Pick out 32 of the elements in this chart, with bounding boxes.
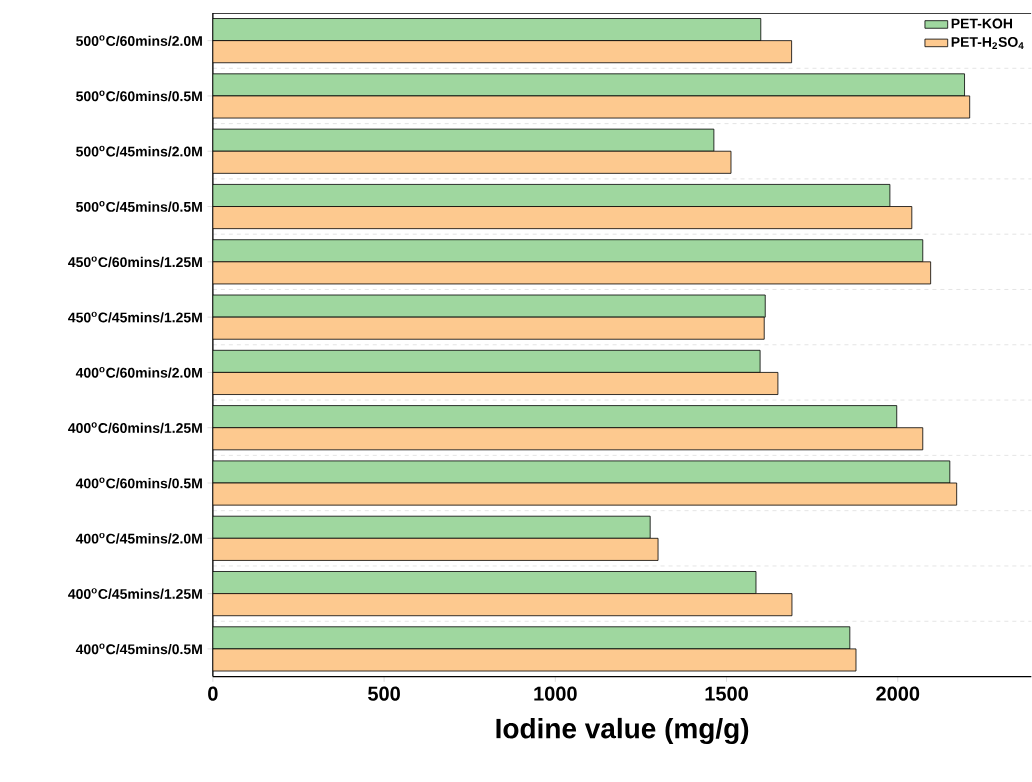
legend-label: PET-H$_{2}$SO$_{4}$	[951, 36, 1024, 49]
x-tick-label: 500	[368, 686, 400, 701]
bar	[212, 150, 732, 174]
bar	[212, 482, 958, 506]
x-tick-label: 1500	[705, 686, 748, 701]
y-tick-label: 400$^{o}$C/45mins/0.5M	[75, 643, 202, 655]
x-axis-title: Iodine value (mg/g)	[496, 717, 749, 744]
y-tick-label: 400$^{o}$C/60mins/1.25M	[68, 422, 202, 433]
bar	[212, 427, 924, 450]
y-tick-label: 400$^{o}$C/45mins/2.0M	[75, 532, 202, 544]
y-tick-label: 400$^{o}$C/60mins/0.5M	[75, 477, 202, 489]
x-tick-label: 1000	[534, 686, 577, 701]
y-tick-label: 500$^{o}$C/60mins/0.5M	[76, 90, 202, 102]
bar	[212, 537, 659, 561]
y-tick-label: 400$^{o}$C/60mins/2.0M	[75, 366, 202, 378]
y-tick-label: 400$^{o}$C/45mins/1.25M	[68, 587, 202, 599]
bar	[212, 205, 913, 229]
legend-label: PET-KOH	[951, 18, 1012, 29]
y-tick-label: 500$^{o}$C/45mins/0.5M	[76, 200, 202, 212]
y-tick-label: 500$^{o}$C/60mins/2.0M	[76, 34, 202, 46]
bar	[212, 95, 971, 119]
x-tick-label: 0	[208, 686, 218, 701]
bar	[212, 592, 793, 616]
y-tick-label: 500$^{o}$C/45mins/2.0M	[76, 145, 202, 157]
bar	[212, 261, 932, 285]
bar	[212, 371, 779, 395]
bar	[212, 316, 765, 340]
bar	[212, 648, 857, 672]
x-tick-label: 2000	[876, 686, 920, 701]
y-tick-label: 450$^{o}$C/45mins/1.25M	[68, 311, 202, 323]
bar	[212, 40, 793, 63]
y-tick-label: 450$^{o}$C/60mins/1.25M	[68, 256, 202, 268]
